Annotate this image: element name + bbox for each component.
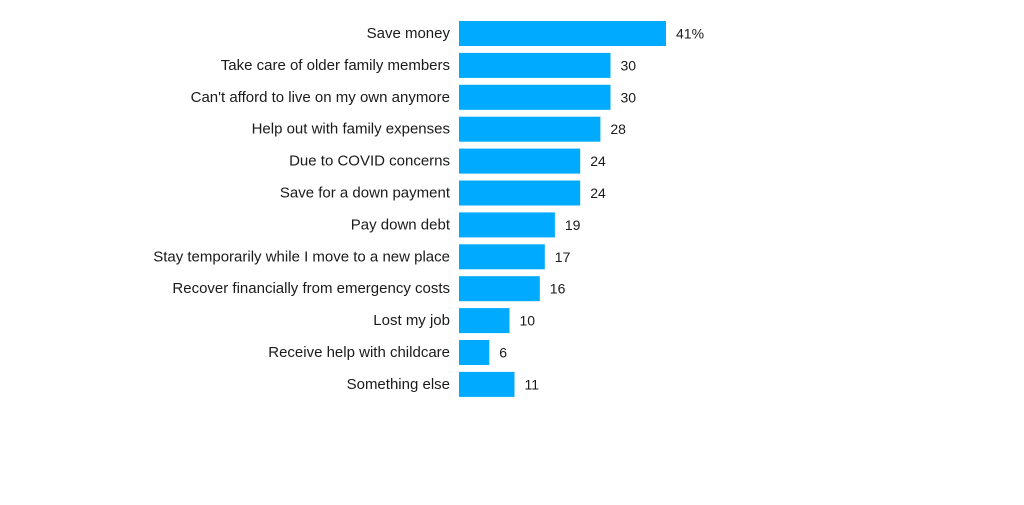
value-label: 41% <box>676 26 704 42</box>
bar <box>459 371 515 397</box>
category-label: Lost my job <box>373 312 450 329</box>
value-label: 6 <box>499 345 507 361</box>
category-label: Recover financially from emergency costs <box>172 280 450 297</box>
bar <box>459 340 490 365</box>
value-label: 30 <box>621 57 637 73</box>
category-label: Pay down debt <box>351 216 451 233</box>
category-label: Take care of older family members <box>221 57 450 74</box>
bar <box>459 21 666 46</box>
bar <box>459 148 581 174</box>
bar <box>459 116 601 142</box>
category-label: Save for a down payment <box>280 185 451 202</box>
category-label: Receive help with childcare <box>268 344 450 361</box>
bar <box>459 308 510 334</box>
category-label: Can't afford to live on my own anymore <box>191 89 450 106</box>
category-labels-group: Save money Take care of older family memb… <box>153 25 451 393</box>
value-label: 24 <box>590 185 606 201</box>
bar <box>459 84 611 110</box>
value-label: 24 <box>590 153 606 169</box>
value-label: 19 <box>565 217 581 233</box>
value-label: 16 <box>550 281 566 297</box>
bar <box>459 180 581 206</box>
category-label: Help out with family expenses <box>252 121 450 138</box>
value-label: 17 <box>555 249 571 265</box>
value-label: 30 <box>621 89 637 105</box>
category-label: Something else <box>347 376 450 393</box>
bar <box>459 212 555 238</box>
value-label: 28 <box>610 121 626 137</box>
bar <box>459 52 611 78</box>
category-label: Save money <box>367 25 451 42</box>
bars-group <box>459 21 666 397</box>
bar <box>459 276 540 302</box>
category-label: Due to COVID concerns <box>289 153 450 170</box>
category-label: Stay temporarily while I move to a new p… <box>153 248 450 265</box>
value-label: 11 <box>525 376 540 392</box>
bar <box>459 244 545 270</box>
value-label: 10 <box>520 313 536 329</box>
